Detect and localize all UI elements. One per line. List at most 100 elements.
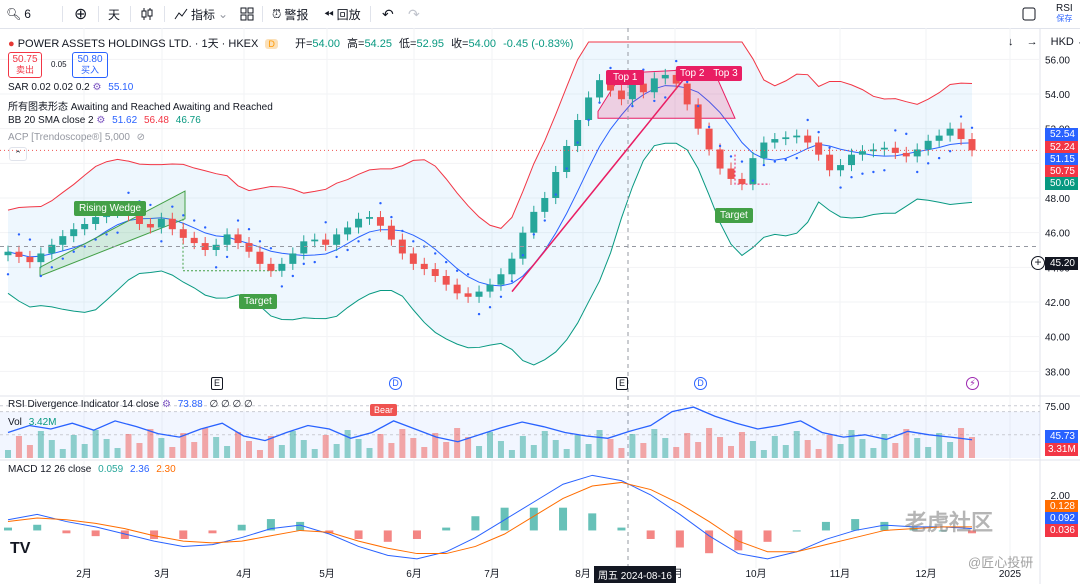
dividend-event-icon[interactable]: D (694, 377, 707, 390)
layouts-button[interactable] (240, 0, 254, 28)
sar-legend[interactable]: SAR 0.02 0.02 0.2 ⚙︎ 55.10 (8, 82, 133, 93)
volume-bar (684, 433, 691, 458)
target-projection-line (734, 154, 770, 185)
patterns-legend[interactable]: 所有图表形态 Awaiting and Reached Awaiting and… (8, 98, 273, 113)
acp-legend[interactable]: ACP [Trendoscope®] 5,000 ⊘ (8, 132, 145, 143)
macd-line (7, 474, 973, 560)
macd-histogram-bar (62, 530, 71, 534)
sar-dot (379, 202, 382, 205)
volume-bar (848, 430, 855, 458)
sar-dot (6, 273, 10, 276)
alert-button[interactable]: ⏰︎ 警报 (272, 0, 308, 28)
symbol-search-button[interactable]: 🔍︎ 6 (6, 0, 31, 28)
redo-icon[interactable]: ↷ (408, 5, 420, 22)
sar-dot (160, 240, 163, 243)
undo-icon[interactable]: ↶ (382, 5, 394, 22)
fullscreen-button[interactable] (1022, 0, 1036, 28)
currency-select[interactable]: HKD (1050, 36, 1074, 48)
volume-bar (256, 450, 263, 458)
save-button[interactable]: RSI 保存 (1056, 0, 1073, 28)
volume-bar (892, 443, 899, 458)
add-alert-plus-icon[interactable]: + (1031, 256, 1045, 270)
y-tick-label: 54.00 (1045, 90, 1070, 101)
sar-dot (926, 162, 930, 165)
top2-top3-label: Top 2 Top 3 (676, 66, 742, 81)
rsi-legend[interactable]: RSI Divergence Indicator 14 close ⚙︎ 73.… (8, 399, 253, 410)
candle-body (848, 154, 855, 166)
volume-bar (333, 444, 340, 458)
rsi-line (7, 406, 973, 443)
arrow-down-icon[interactable]: ↓ (1008, 36, 1014, 48)
vol-legend[interactable]: Vol 3.42M (8, 417, 56, 428)
scale-controls: ↓ → HKD ⌄ (1008, 35, 1080, 48)
lightning-icon[interactable]: ⚡︎ (966, 377, 979, 390)
candle-body (793, 135, 801, 138)
candle-body (48, 244, 56, 254)
buy-button[interactable]: 50.80 买入 (72, 52, 108, 78)
macd-histogram-bar (296, 521, 305, 531)
dividend-event-icon[interactable]: D (389, 377, 402, 390)
eye-off-icon[interactable]: ⊘ (136, 132, 146, 143)
x-tick-label: 12月 (915, 568, 936, 580)
symbol-title[interactable]: POWER ASSETS HOLDINGS LTD. · 1天 · HKEX (17, 38, 259, 50)
macd-legend[interactable]: MACD 12 26 close 0.059 2.36 2.30 (8, 464, 176, 475)
candle-body (837, 165, 845, 171)
candle-body (508, 258, 516, 275)
arrow-right-icon[interactable]: → (1026, 36, 1038, 48)
sar-dot (50, 266, 54, 269)
sar-dot (236, 219, 240, 222)
candle-body (146, 224, 154, 228)
interval-button[interactable]: 天 (108, 0, 120, 28)
earnings-event-icon[interactable]: E (211, 377, 223, 390)
volume-bar (695, 442, 702, 458)
volume-bar (837, 444, 844, 458)
macd-histogram-bar (675, 530, 684, 548)
bb-legend[interactable]: BB 20 SMA close 2 ⚙︎ 51.62 56.48 46.76 (8, 115, 201, 126)
volume-bar (706, 428, 713, 458)
divider (130, 6, 131, 22)
volume-bar (947, 442, 954, 458)
sar-dot (455, 269, 459, 272)
volume-bar (70, 435, 77, 458)
alert-label: 警报 (284, 7, 309, 22)
volume-bar (191, 442, 198, 458)
candle-body (300, 241, 308, 254)
x-tick-label: 8月 (575, 568, 591, 580)
chart-type-button[interactable] (140, 0, 154, 28)
candle-body (771, 139, 779, 143)
macd-histogram-bar (763, 530, 772, 542)
volume-bar (103, 439, 110, 458)
top3-label: Top 3 (713, 68, 738, 79)
candle-body (935, 135, 943, 141)
collapse-legend-button[interactable]: ⌃ (9, 147, 27, 161)
indicators-button[interactable]: 指标 ⌄ (174, 0, 228, 28)
candle-body (738, 178, 746, 185)
volume-bar (804, 440, 811, 458)
candle-body (245, 243, 253, 252)
chevron-down-icon: ⌄ (1077, 36, 1080, 48)
candle-body (705, 128, 713, 150)
candle-body (552, 172, 560, 198)
macd-histogram-bar (354, 530, 363, 539)
candle-body (563, 146, 571, 172)
tradingview-logo[interactable]: TV (10, 540, 31, 557)
candle-body (37, 253, 45, 263)
sar-dot (762, 163, 766, 167)
macd-histogram-bar (617, 527, 626, 531)
sar-dot (83, 245, 86, 248)
sar-dot (291, 274, 295, 278)
earnings-event-icon[interactable]: E (616, 377, 628, 390)
candle-body (727, 168, 735, 179)
candle-body (376, 217, 384, 226)
divider (98, 6, 99, 22)
volume-bar (914, 438, 921, 458)
sell-price: 50.75 (12, 54, 38, 65)
compare-plus-icon[interactable]: ⊕ (74, 6, 88, 23)
candle-body (442, 276, 450, 285)
sell-button[interactable]: 50.75 卖出 (8, 52, 42, 78)
bollinger-lower-line (7, 142, 973, 366)
vol-badge: 3.31M (1045, 443, 1078, 456)
sar-dot (510, 280, 514, 283)
price-chart[interactable]: 38.0040.0042.0044.0046.0048.0050.0052.00… (0, 28, 1080, 584)
replay-button[interactable]: ⏪︎ 回放 (324, 0, 361, 28)
